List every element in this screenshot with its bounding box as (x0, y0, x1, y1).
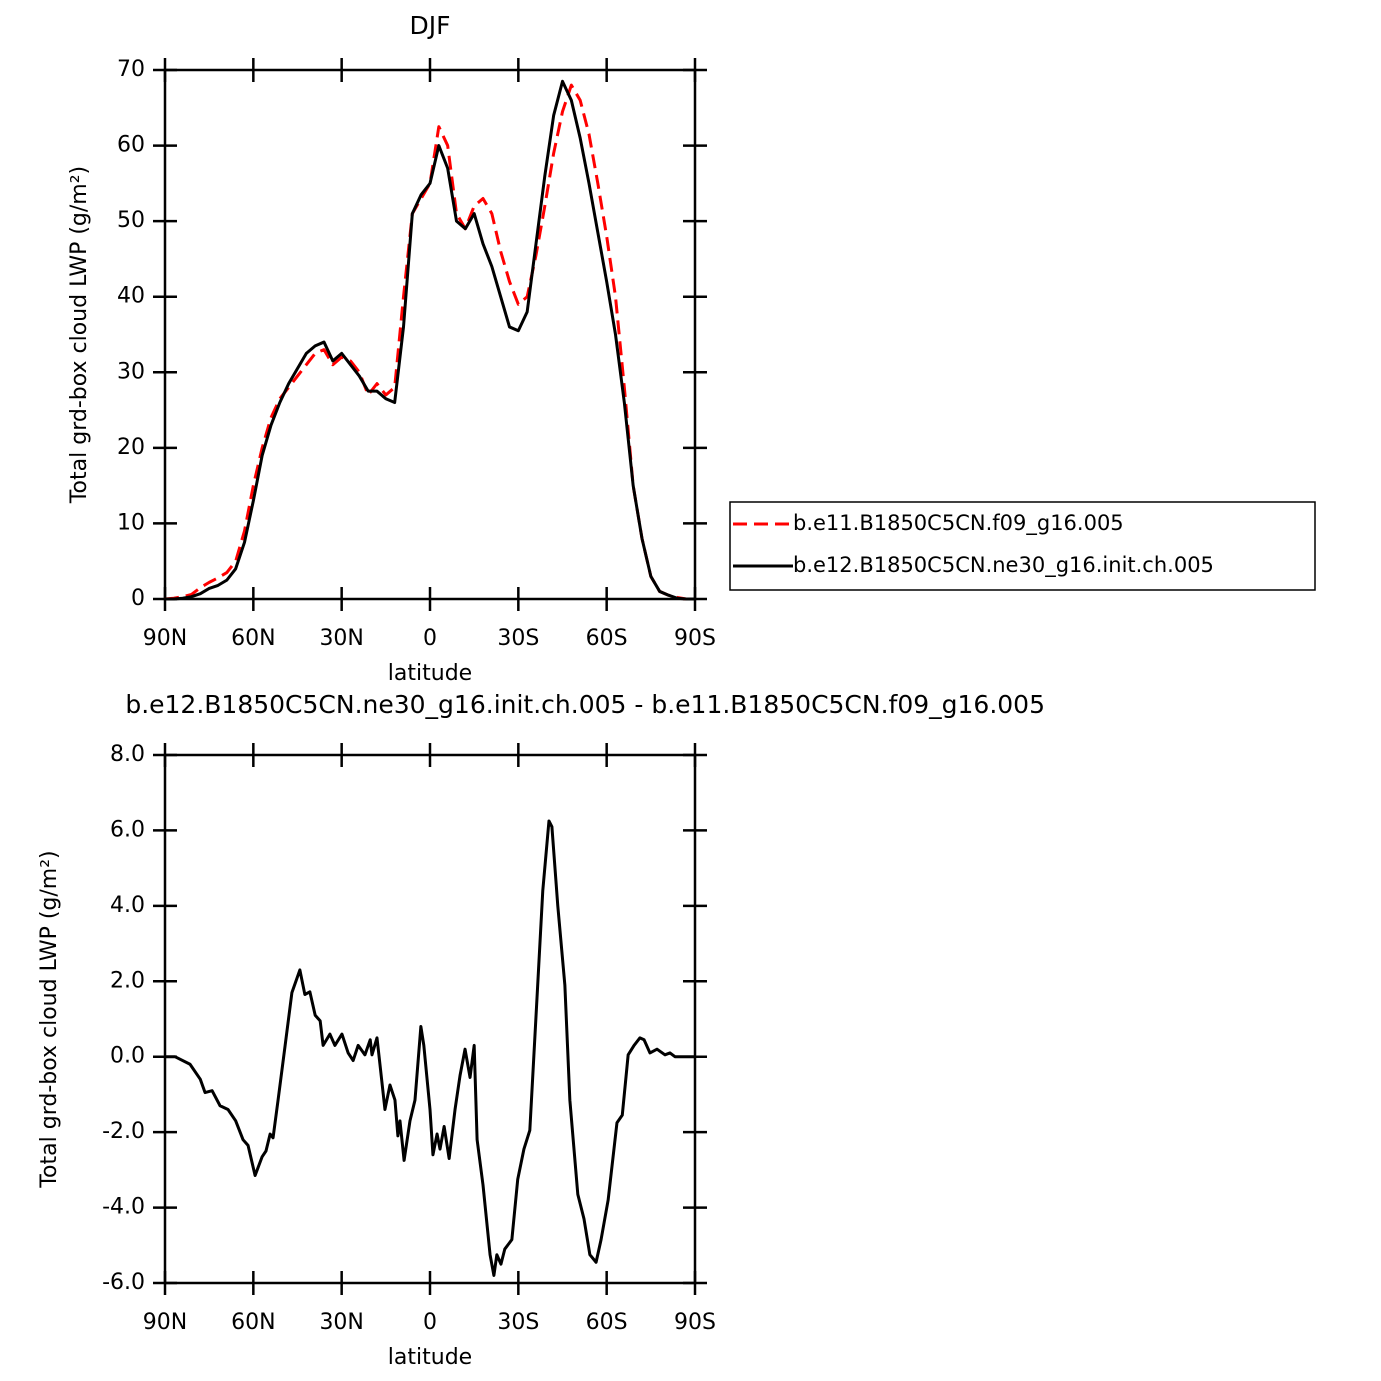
y-tick-label: -4.0 (102, 1195, 145, 1220)
y-tick-label: 4.0 (110, 893, 145, 918)
x-tick-label: 60S (586, 626, 628, 651)
x-axis-label: latitude (388, 1345, 472, 1370)
x-tick-label: 90N (143, 626, 187, 651)
y-tick-label: 40 (117, 284, 145, 309)
legend-label: b.e11.B1850C5CN.f09_g16.005 (793, 511, 1124, 536)
x-tick-label: 0 (423, 1310, 437, 1335)
legend-label: b.e12.B1850C5CN.ne30_g16.init.ch.005 (793, 553, 1214, 578)
x-tick-label: 30S (497, 626, 539, 651)
x-tick-label: 90S (674, 626, 716, 651)
y-tick-label: 6.0 (110, 817, 145, 842)
y-tick-label: 50 (117, 208, 145, 233)
x-tick-label: 0 (423, 626, 437, 651)
y-tick-label: 8.0 (110, 742, 145, 767)
x-tick-label: 60N (231, 626, 275, 651)
y-axis-label: Total grd-box cloud LWP (g/m²) (37, 850, 62, 1188)
x-tick-label: 90S (674, 1310, 716, 1335)
x-tick-label: 30N (319, 626, 363, 651)
y-tick-label: 70 (117, 57, 145, 82)
data-line (165, 819, 695, 1277)
y-axis-label: Total grd-box cloud LWP (g/m²) (67, 166, 92, 504)
y-tick-label: 20 (117, 435, 145, 460)
x-tick-label: 30S (497, 1310, 539, 1335)
plot-frame (163, 753, 697, 1285)
x-tick-label: 60N (231, 1310, 275, 1335)
chart-title: b.e12.B1850C5CN.ne30_g16.init.ch.005 - b… (125, 690, 1045, 719)
data-line (165, 79, 695, 601)
y-tick-label: 0.0 (110, 1044, 145, 1069)
x-axis-label: latitude (388, 661, 472, 686)
y-tick-label: -6.0 (102, 1270, 145, 1295)
y-tick-label: 30 (117, 359, 145, 384)
x-tick-label: 30N (319, 1310, 363, 1335)
y-tick-label: -2.0 (102, 1119, 145, 1144)
y-tick-label: 0 (131, 586, 145, 611)
chart-title: DJF (409, 11, 450, 40)
x-tick-label: 60S (586, 1310, 628, 1335)
data-line (164, 83, 695, 601)
y-tick-label: 60 (117, 133, 145, 158)
y-tick-label: 10 (117, 510, 145, 535)
x-tick-label: 90N (143, 1310, 187, 1335)
legend-box (729, 501, 1316, 591)
y-tick-label: 2.0 (110, 968, 145, 993)
